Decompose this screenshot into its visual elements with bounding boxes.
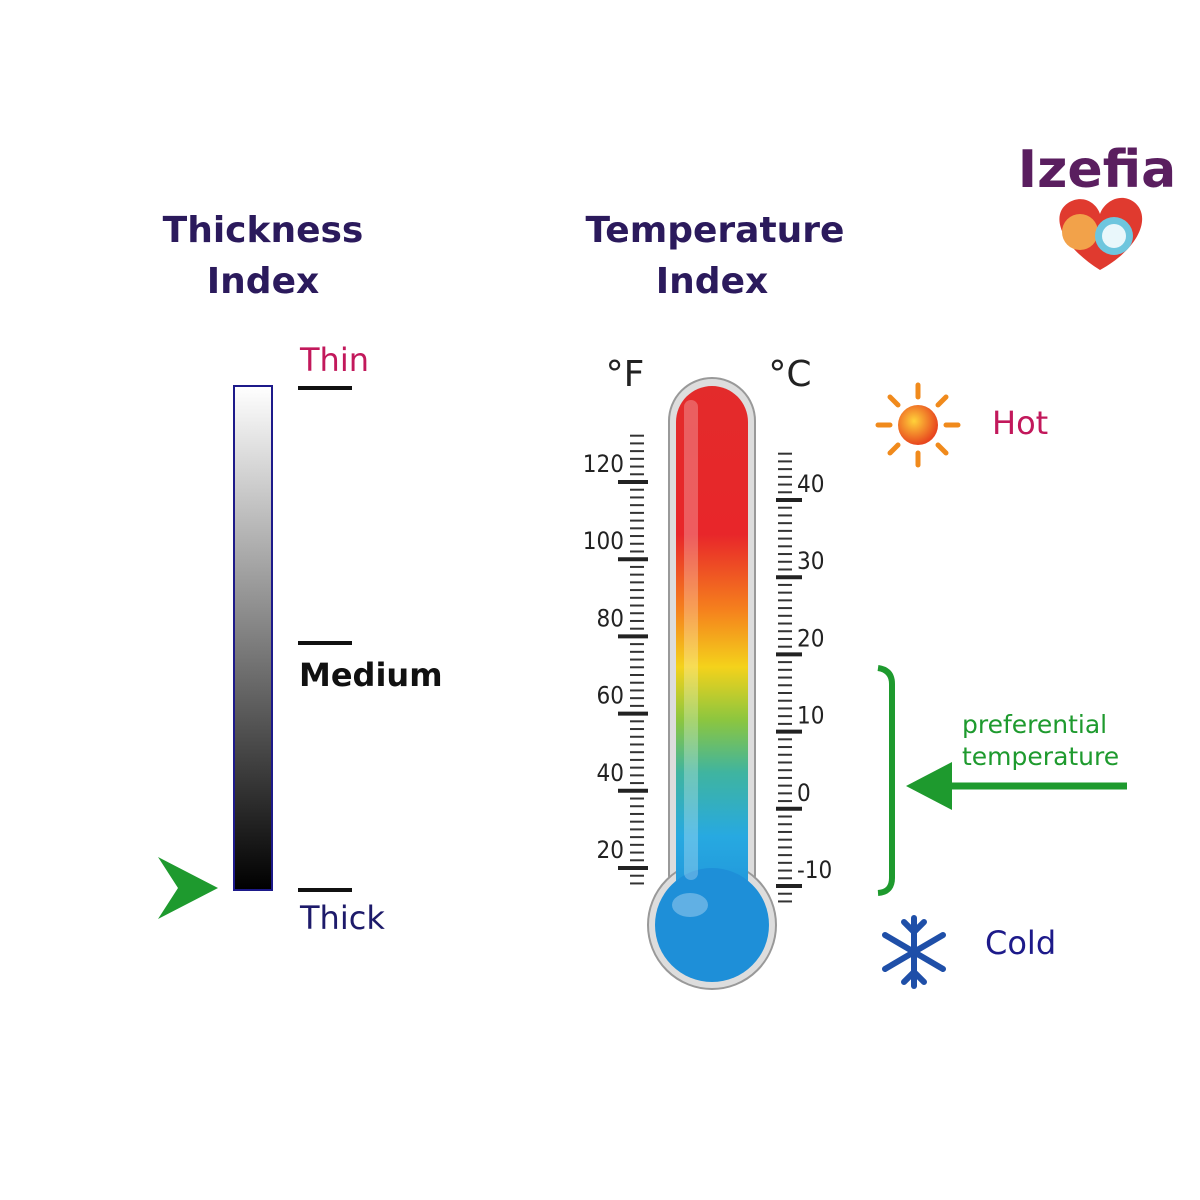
scales: 20 40 60 80 100 120 -10 0 10 20 30 40	[583, 434, 832, 903]
hot-label: Hot	[992, 404, 1048, 442]
preferential-label: preferential	[962, 710, 1107, 739]
celsius-unit: °C	[768, 354, 811, 395]
fahrenheit-tick-label: 120	[583, 450, 624, 478]
celsius-tick-label: 10	[797, 702, 824, 730]
cold-label: Cold	[985, 924, 1056, 962]
fahrenheit-tick-label: 60	[597, 682, 624, 710]
preferential-bracket	[877, 665, 895, 896]
temperature-title: Index	[656, 261, 768, 302]
thickness-bar	[233, 385, 273, 891]
celsius-tick-label: 0	[797, 779, 811, 807]
fahrenheit-tick-label: 80	[597, 604, 624, 632]
celsius-tick-label: -10	[797, 856, 832, 884]
thickness-marks	[298, 386, 352, 892]
celsius-tick-label: 30	[797, 547, 824, 575]
fahrenheit-tick-label: 100	[583, 527, 624, 555]
fahrenheit-unit: °F	[606, 354, 645, 395]
celsius-tick-label: 40	[797, 470, 824, 498]
snowflake-icon	[882, 915, 946, 989]
medium-label: Medium	[299, 656, 443, 694]
thermometer	[647, 377, 777, 990]
preferential-label: temperature	[962, 742, 1119, 771]
celsius-tick-label: 20	[797, 624, 824, 652]
preferential-arrowhead	[906, 762, 952, 810]
thickness-pointer	[158, 857, 218, 919]
thick-label: Thick	[299, 899, 385, 937]
thickness-title: Index	[207, 261, 319, 302]
fahrenheit-tick-label: 20	[597, 836, 624, 864]
brand: Izefia	[1018, 140, 1177, 200]
brand-logo	[1059, 197, 1143, 270]
sun-icon	[875, 382, 961, 468]
thickness-title: Thickness	[163, 210, 364, 251]
fahrenheit-tick-label: 40	[597, 759, 624, 787]
temperature-title: Temperature	[586, 210, 845, 251]
thin-label: Thin	[299, 341, 369, 379]
